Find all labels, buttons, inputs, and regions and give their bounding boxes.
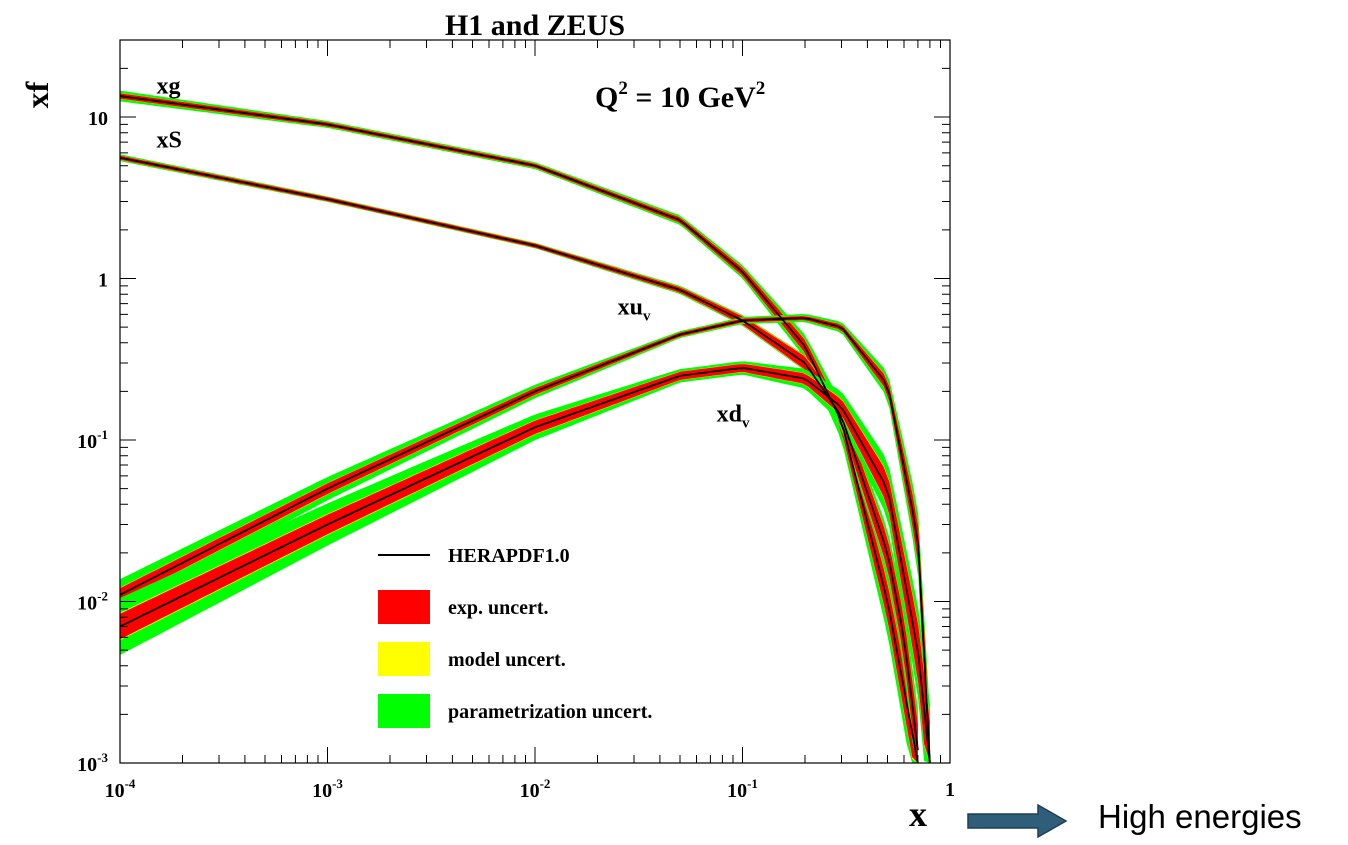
band-param-xS bbox=[120, 154, 918, 763]
legend-label: parametrization uncert. bbox=[448, 701, 652, 723]
x-tick-label: 10-3 bbox=[312, 776, 343, 802]
series-label-xg: xg bbox=[157, 74, 181, 100]
q2-q-sup: 2 bbox=[618, 78, 628, 99]
curve-xg bbox=[120, 95, 919, 763]
curve-xdv bbox=[120, 367, 931, 763]
y-tick-label: 10-3 bbox=[77, 750, 108, 776]
y-tick-label: 10 bbox=[88, 108, 108, 130]
curve-xuv bbox=[120, 317, 931, 763]
series-label-xS: xS bbox=[157, 127, 182, 153]
curve-xS bbox=[120, 156, 919, 751]
series-label-xuv: xuv bbox=[618, 294, 651, 324]
y-axis-label: xf bbox=[19, 81, 55, 108]
x-tick-label: 10-1 bbox=[727, 776, 758, 802]
arrow-right-icon bbox=[967, 803, 1068, 839]
x-tick-label: 10-4 bbox=[105, 776, 136, 802]
legend-label: HERAPDF1.0 bbox=[448, 545, 570, 567]
band-param-xdv bbox=[120, 361, 930, 763]
legend-label: exp. uncert. bbox=[448, 597, 549, 619]
legend-label: model uncert. bbox=[448, 649, 566, 671]
y-tick-label: 10-2 bbox=[77, 589, 108, 615]
x-axis-label: x bbox=[909, 794, 927, 834]
uncertainty-bands bbox=[120, 90, 930, 763]
q2-annotation: Q2 = 10 GeV2 bbox=[595, 78, 765, 114]
legend-swatch bbox=[378, 642, 430, 676]
central-curves bbox=[120, 95, 931, 763]
legend-swatch bbox=[378, 590, 430, 624]
axis-ticks bbox=[119, 39, 950, 764]
y-tick-label: 1 bbox=[98, 270, 108, 292]
q2-q: Q bbox=[595, 81, 618, 114]
x-tick-label: 1 bbox=[945, 779, 955, 801]
q2-unit-sup: 2 bbox=[756, 78, 766, 99]
legend: HERAPDF1.0 exp. uncert. model uncert. param… bbox=[378, 545, 652, 728]
high-energies-label: High energies bbox=[1098, 798, 1302, 835]
y-tick-label: 10-1 bbox=[77, 427, 108, 453]
chart-title: H1 and ZEUS bbox=[445, 9, 625, 42]
band-exp-xS bbox=[120, 155, 918, 763]
legend-swatch bbox=[378, 694, 430, 728]
tick-marks bbox=[119, 39, 950, 764]
q2-mid: = 10 GeV bbox=[628, 81, 756, 114]
band-model-xS bbox=[120, 155, 918, 763]
series-label-xdv: xdv bbox=[717, 402, 750, 432]
series-labels: xg xS xuv xdv bbox=[157, 74, 750, 432]
x-tick-label: 10-2 bbox=[520, 776, 551, 802]
